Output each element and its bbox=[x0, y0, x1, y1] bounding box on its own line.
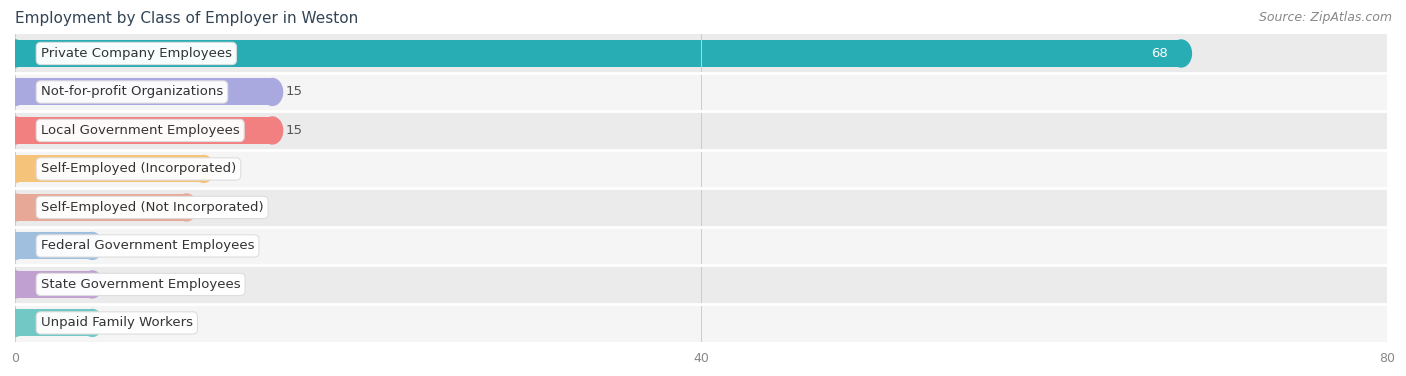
Ellipse shape bbox=[4, 155, 25, 182]
Bar bbox=[15, 111, 1386, 150]
Ellipse shape bbox=[4, 79, 25, 105]
Bar bbox=[15, 304, 1386, 342]
Ellipse shape bbox=[262, 117, 283, 144]
Bar bbox=[15, 271, 93, 298]
Ellipse shape bbox=[4, 232, 25, 259]
Text: 11: 11 bbox=[218, 162, 235, 176]
Text: 10: 10 bbox=[200, 201, 217, 214]
Text: 68: 68 bbox=[1150, 47, 1167, 60]
Text: 0: 0 bbox=[105, 278, 114, 291]
Bar bbox=[15, 34, 1386, 73]
Bar bbox=[15, 150, 1386, 188]
Bar bbox=[15, 117, 273, 144]
Bar bbox=[15, 188, 1386, 227]
Text: 0: 0 bbox=[105, 317, 114, 329]
Text: Local Government Employees: Local Government Employees bbox=[41, 124, 239, 137]
Ellipse shape bbox=[82, 309, 103, 337]
Bar bbox=[15, 40, 1181, 67]
Ellipse shape bbox=[4, 271, 25, 298]
Bar bbox=[15, 79, 273, 105]
Ellipse shape bbox=[1171, 40, 1191, 67]
Ellipse shape bbox=[262, 79, 283, 105]
Text: 3: 3 bbox=[105, 240, 114, 252]
Ellipse shape bbox=[4, 40, 25, 67]
Text: Unpaid Family Workers: Unpaid Family Workers bbox=[41, 317, 193, 329]
Text: State Government Employees: State Government Employees bbox=[41, 278, 240, 291]
Text: Not-for-profit Organizations: Not-for-profit Organizations bbox=[41, 85, 224, 99]
Bar bbox=[15, 232, 93, 259]
Bar bbox=[15, 265, 1386, 304]
Bar bbox=[15, 155, 204, 182]
Bar bbox=[15, 194, 187, 221]
Ellipse shape bbox=[4, 117, 25, 144]
Text: Private Company Employees: Private Company Employees bbox=[41, 47, 232, 60]
Ellipse shape bbox=[4, 194, 25, 221]
Bar bbox=[15, 73, 1386, 111]
Ellipse shape bbox=[176, 194, 197, 221]
Text: Federal Government Employees: Federal Government Employees bbox=[41, 240, 254, 252]
Text: Source: ZipAtlas.com: Source: ZipAtlas.com bbox=[1258, 11, 1392, 24]
Text: 15: 15 bbox=[285, 85, 304, 99]
Text: Employment by Class of Employer in Weston: Employment by Class of Employer in Westo… bbox=[15, 11, 359, 26]
Bar bbox=[15, 309, 93, 337]
Bar bbox=[15, 227, 1386, 265]
Ellipse shape bbox=[82, 232, 103, 259]
Ellipse shape bbox=[194, 155, 214, 182]
Text: 15: 15 bbox=[285, 124, 304, 137]
Ellipse shape bbox=[82, 271, 103, 298]
Ellipse shape bbox=[4, 309, 25, 337]
Text: Self-Employed (Incorporated): Self-Employed (Incorporated) bbox=[41, 162, 236, 176]
Text: Self-Employed (Not Incorporated): Self-Employed (Not Incorporated) bbox=[41, 201, 263, 214]
